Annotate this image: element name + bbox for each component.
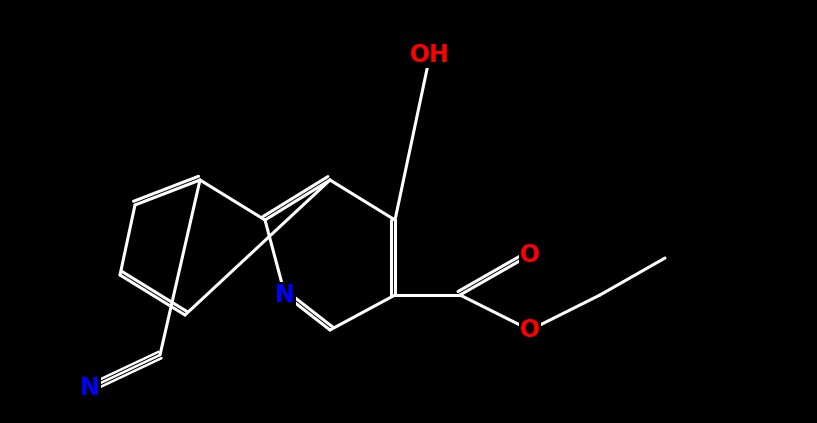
Text: N: N bbox=[80, 376, 100, 400]
Text: O: O bbox=[520, 243, 540, 267]
Text: OH: OH bbox=[410, 43, 450, 67]
Text: N: N bbox=[275, 283, 295, 307]
Text: O: O bbox=[520, 318, 540, 342]
